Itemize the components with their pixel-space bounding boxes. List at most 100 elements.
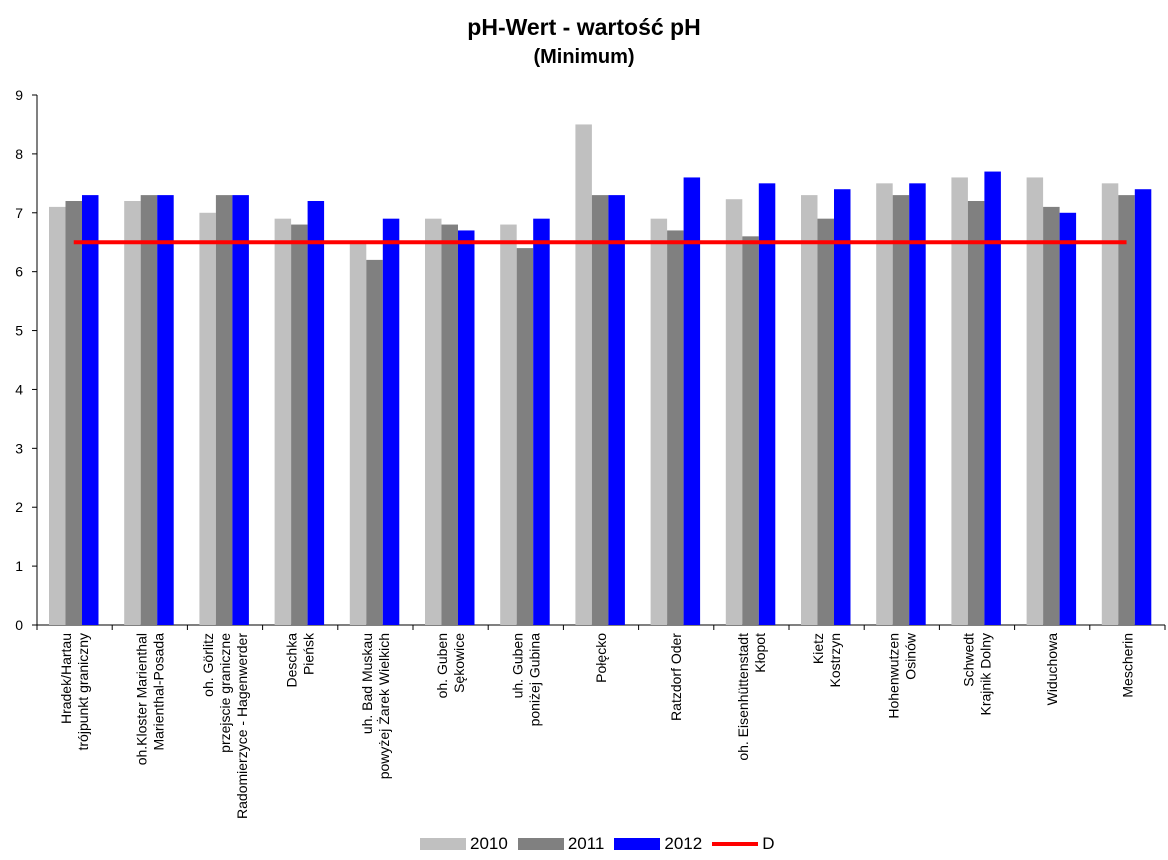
x-tick-label-group: Ratzdorf Oder	[668, 633, 684, 721]
bar-2012-11	[909, 183, 926, 626]
bar-2010-0	[49, 206, 66, 625]
legend: 2010 2011 2012 D	[420, 832, 785, 856]
chart-subtitle: (Minimum)	[533, 46, 635, 68]
x-tick-label-group: Schwedt Krajnik Dolny	[961, 633, 994, 716]
bar-2011-11	[892, 195, 910, 625]
bar-2011-2	[215, 195, 233, 625]
x-tick-label: oh. Guben	[434, 633, 450, 698]
bar-2012-5	[458, 230, 475, 625]
bar-2011-7	[591, 195, 609, 625]
x-tick-label: Kietz	[810, 633, 826, 664]
bar-2012-9	[758, 183, 776, 626]
x-tick-label: Hohenwutzen	[885, 633, 901, 719]
bar-2011-1	[140, 195, 158, 625]
legend-swatch-2010	[420, 838, 466, 850]
legend-item-d: D	[712, 834, 775, 854]
legend-item-2011: 2011	[517, 834, 605, 854]
y-tick-label: 1	[15, 558, 23, 574]
y-tick-label: 9	[15, 87, 23, 103]
bar-2012-1	[157, 195, 174, 625]
bar-2010-14	[1101, 183, 1119, 626]
x-tick-label: Osinów	[902, 632, 918, 680]
y-tick-label: 3	[15, 440, 23, 456]
y-tick-label: 5	[15, 323, 23, 339]
bar-2010-8	[650, 218, 668, 625]
x-tick-label: Radomierzyce - Hagenwerder	[234, 633, 250, 819]
bar-2012-3	[307, 201, 325, 625]
bar-2010-9	[725, 199, 743, 625]
bar-2011-4	[366, 259, 383, 625]
bar-2010-4	[349, 242, 367, 625]
x-tick-label: poniżej Gubina	[526, 633, 542, 727]
bar-2010-7	[575, 124, 592, 625]
x-tick-label: Ratzdorf Oder	[668, 633, 684, 721]
chart-title: pH-Wert - wartość pH	[467, 14, 701, 40]
bar-2010-6	[500, 224, 517, 626]
x-tick-label-group: Hohenwutzen Osinów	[885, 632, 918, 719]
legend-swatch-2012	[614, 838, 661, 850]
x-tick-label-group: Widuchowa	[1044, 633, 1060, 706]
y-tick-label: 7	[15, 205, 23, 221]
x-tick-label: Krajnik Dolny	[978, 633, 994, 715]
x-tick-label: Mescherin	[1119, 633, 1135, 698]
bar-2011-13	[1043, 206, 1060, 625]
bar-2010-11	[876, 183, 893, 626]
bar-2010-10	[801, 195, 818, 625]
legend-label-2012: 2012	[664, 834, 703, 853]
x-tick-label-group: Deschka Pieńsk	[284, 632, 317, 687]
x-tick-label-group: Kietz Kostrzyn	[810, 633, 843, 687]
x-tick-label: Hradek/Hartau	[58, 633, 74, 724]
x-tick-label: Deschka	[284, 633, 300, 688]
x-tick-label: uh. Guben	[509, 633, 525, 698]
bar-2011-12	[967, 201, 985, 625]
x-tick-label: powyżej Żarek Wielkich	[375, 633, 392, 779]
x-tick-label: Sękowice	[451, 633, 467, 693]
bar-2012-0	[82, 195, 99, 625]
legend-label-2011: 2011	[567, 834, 605, 853]
x-tick-label-group: Mescherin	[1119, 633, 1135, 698]
bar-2012-12	[984, 171, 1001, 626]
x-tick-label: Schwedt	[961, 633, 977, 687]
y-tick-label: 6	[15, 264, 23, 280]
bar-2012-10	[834, 189, 851, 625]
x-tick-label-group: Połęcko	[593, 633, 609, 683]
x-tick-label-group: oh. Görlitz przejscie graniczne Radomierzy…	[200, 633, 250, 819]
bar-2011-3	[291, 224, 308, 626]
bar-2011-14	[1118, 195, 1135, 625]
bar-2010-5	[425, 218, 442, 625]
legend-item-2010: 2010	[420, 834, 508, 854]
y-tick-label: 2	[15, 499, 23, 515]
x-tick-label: oh. Görlitz	[200, 633, 216, 697]
bar-2012-14	[1134, 189, 1152, 625]
bar-2012-8	[683, 177, 701, 625]
x-tick-label-group: uh. Guben poniżej Gubina	[509, 633, 542, 727]
x-tick-label: oh.Kloster Marienthal	[133, 633, 149, 765]
x-tick-label: trójpunkt graniczny	[75, 633, 91, 751]
bar-2011-9	[742, 236, 759, 626]
x-tick-label-group: uh. Bad Muskau powyżej Żarek Wielkich	[359, 633, 392, 779]
x-tick-label: Kłopot	[752, 633, 768, 673]
x-tick-label: Pieńsk	[301, 632, 317, 675]
x-tick-label: oh. Eisenhüttenstadt	[735, 633, 751, 761]
x-tick-label: Kostrzyn	[827, 633, 843, 687]
bar-2011-8	[667, 230, 684, 625]
legend-label-d: D	[762, 834, 775, 853]
bar-2010-3	[274, 218, 292, 625]
legend-swatch-2011	[517, 838, 564, 850]
bar-2012-13	[1059, 212, 1077, 625]
bar-2010-1	[124, 201, 141, 625]
bar-2010-12	[951, 177, 968, 625]
bar-chart: 0 1 2 3 4 5 6 7 8 9 Hradek/Hartau trójpunkt granicz…	[15, 87, 1166, 819]
x-tick-label: Marienthal-Posada	[150, 633, 166, 751]
legend-item-2012: 2012	[614, 834, 702, 854]
x-tick-label-group: oh. Guben Sękowice	[434, 633, 467, 699]
bar-2010-2	[199, 212, 216, 625]
y-tick-label: 0	[15, 617, 23, 633]
bar-2010-13	[1026, 177, 1044, 625]
x-tick-label-group: oh.Kloster Marienthal Marienthal-Posada	[133, 633, 166, 766]
bar-2011-6	[516, 248, 534, 625]
x-tick-label: Połęcko	[593, 633, 609, 683]
bar-2012-7	[608, 195, 625, 625]
x-tick-label-group: oh. Eisenhüttenstadt Kłopot	[735, 633, 768, 761]
bar-2012-4	[382, 218, 400, 625]
